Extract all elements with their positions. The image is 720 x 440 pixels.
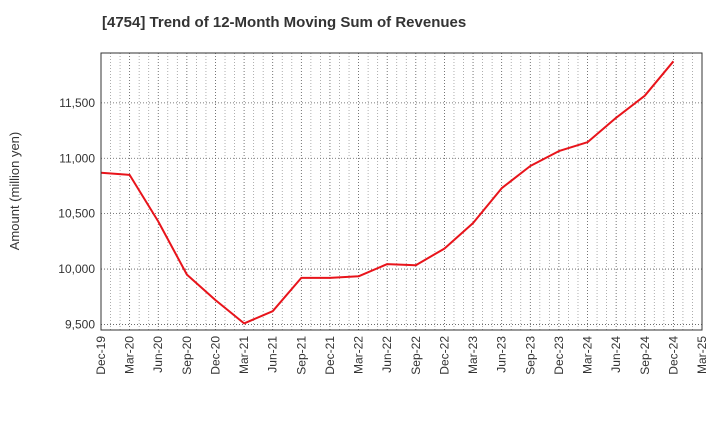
x-tick-label: Mar-23	[466, 336, 480, 374]
y-tick-label: 9,500	[65, 317, 95, 331]
y-tick-label: 10,000	[58, 262, 95, 276]
x-tick-label: Sep-22	[409, 336, 423, 375]
y-tick-label: 11,000	[59, 151, 95, 165]
x-tick-label: Dec-19	[94, 336, 108, 375]
x-tick-label: Dec-20	[208, 336, 222, 375]
tick-labels: 9,500 10,000 10,500 11,000 11,500 Dec-19 Mar-2…	[58, 96, 709, 375]
x-tick-label: Dec-22	[437, 336, 451, 375]
x-tick-label: Dec-24	[666, 336, 680, 375]
grid	[101, 53, 702, 330]
x-tick-label: Mar-24	[581, 336, 595, 374]
plot-area	[100, 52, 703, 331]
x-tick-label: Dec-23	[552, 336, 566, 375]
x-tick-label: Sep-23	[523, 336, 537, 375]
x-tick-label: Sep-20	[180, 336, 194, 375]
y-tick-label: 11,500	[59, 96, 95, 110]
x-tick-label: Mar-21	[237, 336, 251, 374]
x-tick-label: Mar-22	[352, 336, 366, 374]
x-tick-label: Sep-21	[294, 336, 308, 375]
chart-title: [4754] Trend of 12-Month Moving Sum of R…	[102, 14, 467, 31]
series-layer	[100, 60, 675, 325]
y-tick-label: 10,500	[58, 207, 95, 221]
x-tick-label: Jun-21	[266, 336, 280, 373]
x-tick-label: Dec-21	[323, 336, 337, 375]
series-line	[100, 60, 675, 325]
y-axis-title: Amount (million yen)	[7, 132, 22, 251]
x-tick-label: Mar-20	[123, 336, 137, 374]
x-tick-label: Jun-24	[609, 336, 623, 373]
x-tick-label: Jun-23	[495, 336, 509, 373]
x-tick-label: Mar-25	[695, 336, 709, 374]
x-tick-label: Sep-24	[638, 336, 652, 375]
x-tick-label: Jun-22	[380, 336, 394, 373]
x-tick-label: Jun-20	[151, 336, 165, 373]
